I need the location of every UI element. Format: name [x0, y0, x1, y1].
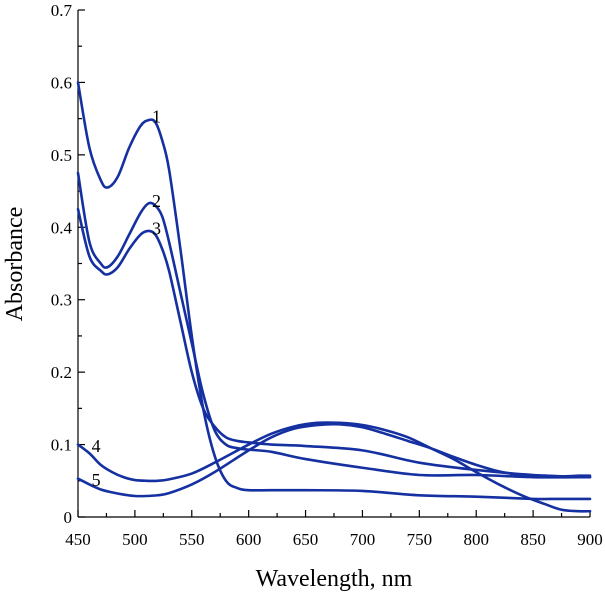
series-lines — [76, 81, 592, 513]
series-line-4 — [76, 421, 592, 513]
y-tick-label: 0.2 — [51, 363, 72, 382]
y-tick-label: 0.5 — [51, 146, 72, 165]
x-tick-label: 550 — [179, 530, 205, 549]
x-tick-label: 800 — [463, 530, 489, 549]
x-tick-label: 700 — [350, 530, 376, 549]
y-tick-label: 0 — [64, 508, 73, 527]
y-tick-label: 0.6 — [51, 73, 72, 92]
curve-label-1: 1 — [152, 106, 161, 126]
curve-labels: 1 2 3 4 5 — [92, 106, 161, 490]
series-line-1 — [76, 81, 592, 501]
series-line-2 — [76, 171, 592, 479]
x-tick-label: 600 — [236, 530, 262, 549]
y-tick-label: 0.3 — [51, 291, 72, 310]
x-axis-title: Wavelength, nm — [256, 566, 413, 592]
curve-label-2: 2 — [152, 191, 161, 211]
series-line-5 — [76, 422, 592, 498]
x-tick-label: 750 — [407, 530, 433, 549]
y-tick-label: 0.7 — [51, 1, 73, 20]
plot-area — [77, 10, 590, 518]
y-tick-label: 0.1 — [51, 436, 72, 455]
y-axis-title: Absorbance — [2, 207, 28, 322]
curve-label-3: 3 — [152, 219, 161, 239]
axis-ticks — [77, 9, 591, 518]
y-tick-label: 0.4 — [51, 218, 73, 237]
curve-label-4: 4 — [92, 436, 101, 456]
x-tick-label: 500 — [122, 530, 148, 549]
x-tick-label: 450 — [65, 530, 91, 549]
curve-label-5: 5 — [92, 470, 101, 490]
x-tick-label: 650 — [293, 530, 319, 549]
axis-tick-labels: 450 500 550 600 650 700 750 800 850 900 0 0.1 0.2 0.3… — [51, 1, 603, 549]
x-tick-label: 850 — [520, 530, 546, 549]
x-tick-label: 900 — [577, 530, 603, 549]
series-line-3 — [76, 207, 592, 479]
